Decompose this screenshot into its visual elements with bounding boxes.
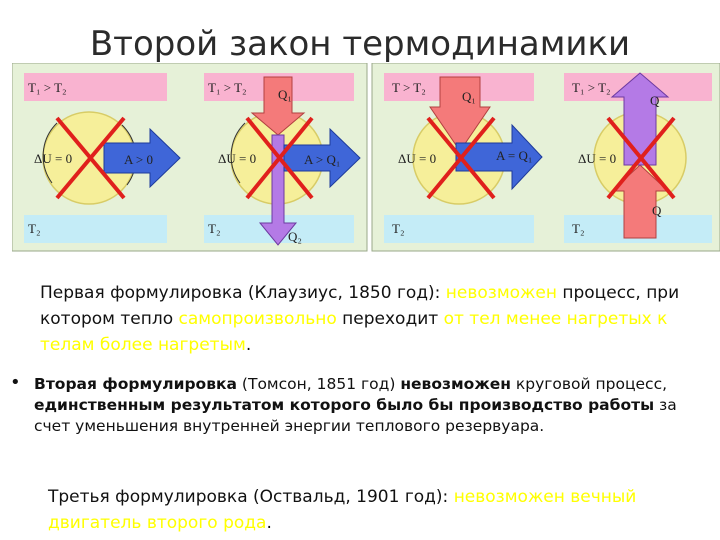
- clausius-direction: от тел менее нагретых к телам более нагр…: [40, 309, 668, 355]
- heat-out-label: Q₂: [288, 229, 302, 244]
- ostwald-end: .: [266, 513, 272, 533]
- clausius-end: .: [245, 335, 252, 355]
- cold-label: T₂: [28, 221, 40, 236]
- thomson-impossible: невозможен: [400, 375, 511, 393]
- du-label: ΔU = 0: [218, 151, 256, 166]
- panel-3: T > T₂ T₂ ΔU = 0 Q₁ A = Q₁: [384, 73, 543, 243]
- hot-label: T₁ > T₂: [572, 80, 611, 95]
- cold-label: T₂: [572, 221, 584, 236]
- formulation-ostwald: Третья формулировка (Оствальд, 1901 год)…: [48, 484, 688, 536]
- du-label: ΔU = 0: [398, 151, 436, 166]
- thomson-year: (Томсон, 1851 год): [237, 375, 401, 393]
- heat-to-hot-label: Q: [650, 93, 660, 108]
- cross-line-2: [55, 116, 126, 200]
- ostwald-intro: Третья формулировка (Оствальд, 1901 год)…: [48, 487, 454, 507]
- work-label: A > Q₁: [304, 152, 340, 167]
- slide-title: Второй закон термодинамики: [89, 24, 631, 62]
- formulation-clausius: Первая формулировка (Клаузиус, 1850 год)…: [40, 280, 680, 358]
- heat-in-label: Q₁: [278, 87, 292, 102]
- work-label: A = Q₁: [496, 148, 532, 163]
- panel-1: T₁ > T₂ T₂ ΔU = 0 A > 0: [24, 73, 181, 243]
- work-label: A > 0: [124, 152, 153, 167]
- thomson-only-result: единственным результатом которого было б…: [34, 396, 655, 414]
- cross-line-2: [606, 116, 676, 200]
- thomson-intro: Вторая формулировка: [34, 375, 237, 393]
- work-arrow: [103, 127, 181, 189]
- du-label: ΔU = 0: [578, 151, 616, 166]
- du-label: ΔU = 0: [34, 151, 72, 166]
- thomson-cycle: круговой процесс,: [510, 375, 668, 393]
- heat-in-arrow: [429, 76, 491, 152]
- hot-reservoir: [24, 73, 167, 101]
- panel-2: T₁ > T₂ T₂ ΔU = 0 Q₁ Q₂ A > Q₁: [204, 73, 361, 246]
- panel-4: T₁ > T₂ T₂ ΔU = 0 Q Q: [564, 72, 712, 243]
- heat-from-cold-arrow: [610, 164, 670, 239]
- bullet-marker: •: [10, 372, 21, 393]
- work-arrow: [455, 123, 543, 191]
- clausius-impossible: невозможен: [445, 283, 557, 303]
- cold-label: T₂: [392, 221, 404, 236]
- cycle-arrow-left: [42, 122, 58, 184]
- cold-label: T₂: [208, 221, 220, 236]
- hot-label: T > T₂: [392, 80, 426, 95]
- cold-reservoir: [384, 215, 534, 243]
- clausius-transfers: переходит: [336, 309, 444, 329]
- hot-label: T₁ > T₂: [28, 80, 67, 95]
- thermodynamics-diagram: T₁ > T₂ T₂ ΔU = 0 A > 0 T₁ > T₂ T₂ ΔU = …: [12, 63, 720, 253]
- clausius-spontaneously: самопроизвольно: [178, 309, 337, 329]
- heat-in-label: Q₁: [462, 89, 476, 104]
- cold-reservoir: [24, 215, 167, 243]
- formulation-thomson: Вторая формулировка (Томсон, 1851 год) н…: [34, 374, 684, 437]
- thomson-end: за счет уменьшения внутренней энергии те…: [34, 396, 677, 435]
- cross-line-2: [245, 116, 314, 200]
- cycle-arrow-left: [230, 122, 246, 184]
- diagram-svg: T₁ > T₂ T₂ ΔU = 0 A > 0 T₁ > T₂ T₂ ΔU = …: [12, 63, 720, 252]
- clausius-intro: Первая формулировка (Клаузиус, 1850 год)…: [40, 283, 446, 303]
- clausius-process: процесс, при котором тепло: [40, 283, 680, 329]
- heat-in-arrow: [250, 76, 306, 136]
- ostwald-impossible: невозможен вечный двигатель второго рода: [48, 487, 637, 533]
- hot-label: T₁ > T₂: [208, 80, 247, 95]
- heat-from-cold-label: Q: [652, 203, 662, 218]
- cross-line-2: [426, 116, 496, 200]
